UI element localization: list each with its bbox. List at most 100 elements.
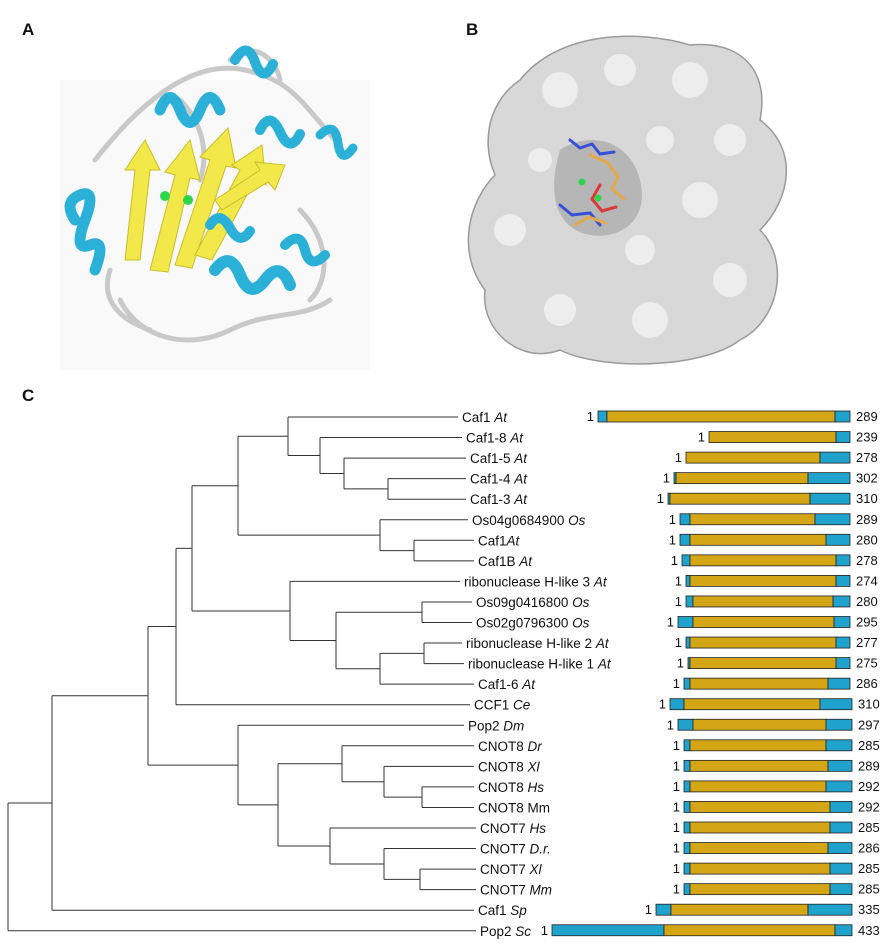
domain-end-label: 277 xyxy=(856,635,878,650)
domain-n-terminal xyxy=(679,513,691,526)
domain-start-label: 1 xyxy=(698,430,705,445)
domain-n-terminal xyxy=(677,718,694,731)
domain-start-label: 1 xyxy=(673,758,680,773)
domain-c-terminal xyxy=(832,595,851,608)
domain-n-terminal xyxy=(683,801,691,813)
taxon-label: ribonuclease H-like 1 At xyxy=(468,657,612,672)
taxon-label: CNOT7 Xl xyxy=(480,862,543,877)
beta-sheet xyxy=(124,126,286,273)
domain-c-terminal xyxy=(835,636,851,649)
domain-n-terminal xyxy=(677,616,694,628)
taxon-name: ribonuclease H-like 1 xyxy=(468,657,598,672)
domain-c-terminal xyxy=(835,554,851,567)
taxon-row: CNOT7 Xl 1 285 xyxy=(480,861,880,877)
taxon-name: Caf1-5 xyxy=(470,451,514,466)
domain-core xyxy=(606,410,836,423)
domain-end-label: 285 xyxy=(858,861,880,876)
taxon-row: CCF1 Ce 1 310 xyxy=(474,697,880,713)
domain-core xyxy=(670,903,809,916)
domain-end-label: 275 xyxy=(856,656,878,671)
taxon-label: Pop2 Sc xyxy=(480,924,531,939)
domain-end-label: 297 xyxy=(858,717,880,732)
taxon-row: Caf1-6 At 1 286 xyxy=(478,676,878,692)
domain-start-label: 1 xyxy=(673,820,680,835)
taxon-name: Os04g0684900 xyxy=(472,513,568,528)
domain-c-terminal xyxy=(827,759,853,772)
domain-c-terminal xyxy=(814,513,851,526)
domain-c-terminal xyxy=(807,472,851,485)
taxon-label: Caf1B At xyxy=(478,554,533,569)
domain-start-label: 1 xyxy=(677,656,684,671)
domain-core xyxy=(689,780,827,793)
taxon-species: Sp xyxy=(510,903,527,918)
taxon-row: CNOT8 Hs 1 292 xyxy=(478,779,880,795)
domain-core xyxy=(708,431,837,443)
taxon-name: Caf1-6 xyxy=(478,677,522,692)
domain-n-terminal xyxy=(655,903,672,916)
taxon-species: Dr xyxy=(528,739,543,754)
taxon-row: Caf1 Sp 1 335 xyxy=(478,902,880,918)
domain-c-terminal xyxy=(833,616,851,628)
domain-start-label: 1 xyxy=(673,841,680,856)
taxon-label: CNOT7 Hs xyxy=(480,821,546,836)
domain-n-terminal xyxy=(685,595,694,608)
domain-core xyxy=(689,739,827,752)
taxon-name: CNOT7 xyxy=(480,842,530,857)
domain-c-terminal xyxy=(829,821,853,834)
domain-start-label: 1 xyxy=(667,717,674,732)
domain-n-terminal xyxy=(669,698,685,711)
alpha-helices xyxy=(64,45,358,295)
taxon-row: ribonuclease H-like 2 At 1 277 xyxy=(466,635,878,651)
domain-start-label: 1 xyxy=(673,799,680,814)
taxon-species: Os xyxy=(568,513,586,528)
taxon-label: Pop2 Dm xyxy=(468,718,524,733)
domain-end-label: 280 xyxy=(856,532,878,547)
domain-end-label: 289 xyxy=(858,758,880,773)
taxon-label: CNOT8 Xl xyxy=(478,759,541,774)
taxon-row: Caf1-4 At 1 302 xyxy=(470,471,878,487)
taxon-name: CNOT7 xyxy=(480,821,530,836)
domain-core xyxy=(675,472,809,485)
domain-start-label: 1 xyxy=(663,471,670,486)
domain-n-terminal xyxy=(597,410,608,423)
domain-end-label: 289 xyxy=(856,409,878,424)
domain-core xyxy=(663,924,836,937)
domain-core xyxy=(689,677,829,690)
taxon-row: CNOT8 Dr 1 285 xyxy=(478,738,880,754)
domain-c-terminal xyxy=(829,883,853,896)
taxon-row: ribonuclease H-like 1 At 1 275 xyxy=(468,656,878,672)
domain-end-label: 286 xyxy=(856,676,878,691)
taxon-row: CNOT7 Mm 1 285 xyxy=(480,882,880,898)
domain-start-label: 1 xyxy=(675,450,682,465)
taxon-species: At xyxy=(509,431,524,446)
domain-c-terminal xyxy=(819,451,851,464)
taxon-row: CNOT7 Hs 1 285 xyxy=(480,820,880,836)
domain-n-terminal xyxy=(683,780,691,793)
taxon-row: Caf1 At 1 289 xyxy=(462,409,878,425)
taxon-species: Os xyxy=(572,616,590,631)
domain-c-terminal xyxy=(835,657,851,669)
domain-core xyxy=(689,554,837,567)
taxon-label: Caf1-3 At xyxy=(470,492,528,507)
domain-end-label: 285 xyxy=(858,738,880,753)
domain-start-label: 1 xyxy=(669,532,676,547)
taxon-label: Caf1-8 At xyxy=(466,431,524,446)
taxon-row: Os02g0796300 Os 1 295 xyxy=(476,615,878,631)
taxon-row: CNOT8 Mm 1 292 xyxy=(478,799,880,815)
taxon-species: Xl xyxy=(527,759,541,774)
taxon-name: Caf1 xyxy=(478,903,510,918)
taxon-label: CNOT8 Dr xyxy=(478,739,542,754)
domain-end-label: 239 xyxy=(856,430,878,445)
domain-start-label: 1 xyxy=(671,553,678,568)
domain-start-label: 1 xyxy=(675,635,682,650)
taxon-species: At xyxy=(513,451,528,466)
domain-n-terminal xyxy=(683,739,691,752)
domain-core xyxy=(689,883,831,896)
ribbon-structure xyxy=(60,45,370,370)
domain-core xyxy=(689,842,829,854)
domain-n-terminal xyxy=(685,575,691,587)
taxon-row: Pop2 Dm 1 297 xyxy=(468,717,880,733)
domain-n-terminal xyxy=(681,554,691,567)
taxon-label: Os09g0416800 Os xyxy=(476,595,590,610)
domain-core xyxy=(689,657,837,669)
